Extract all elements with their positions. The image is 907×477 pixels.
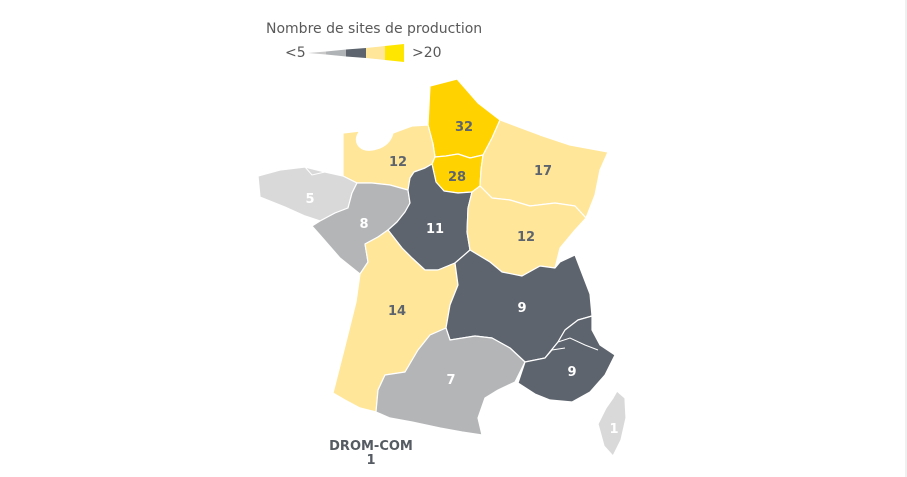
legend-swatch-3 [346, 48, 366, 58]
legend-swatch-1 [308, 51, 326, 55]
legend-swatch-5 [385, 44, 404, 62]
legend-swatch-4 [366, 46, 385, 60]
regions [257, 78, 627, 457]
region-corse[interactable] [597, 390, 627, 457]
right-edge-divider [905, 0, 907, 477]
legend-high-label: >20 [412, 45, 442, 61]
region-value-centre-val-de-loire: 11 [426, 222, 444, 237]
region-value-bourgogne-franche-comte: 12 [517, 230, 535, 245]
drom-com-label: DROM-COM [329, 439, 413, 454]
region-value-nouvelle-aquitaine: 14 [388, 304, 406, 319]
region-value-occitanie: 7 [446, 373, 455, 388]
legend-low-label: <5 [285, 45, 306, 61]
region-value-provence-alpes-cote-dazur: 9 [567, 365, 576, 380]
inner-borders [304, 166, 599, 359]
region-values: 32 12 28 17 5 8 11 12 14 9 7 9 1 [305, 120, 618, 437]
legend-title: Nombre de sites de production [266, 21, 483, 37]
region-value-bretagne: 5 [305, 192, 314, 207]
region-value-auvergne-rhone-alpes: 9 [517, 301, 526, 316]
region-value-grand-est: 17 [534, 164, 552, 179]
region-value-pays-de-la-loire: 8 [359, 217, 368, 232]
region-provence-alpes-cote-dazur[interactable] [517, 315, 616, 403]
region-value-normandie: 12 [389, 155, 407, 170]
region-value-corse: 1 [609, 422, 618, 437]
region-occitanie[interactable] [375, 327, 526, 436]
region-value-hauts-de-france: 32 [455, 120, 473, 135]
drom-com-block: DROM-COM 1 [325, 440, 417, 468]
drom-com-value: 1 [366, 453, 376, 468]
legend-swatch-2 [326, 49, 346, 57]
region-value-ile-de-france: 28 [448, 170, 466, 185]
legend-scale [308, 44, 404, 62]
